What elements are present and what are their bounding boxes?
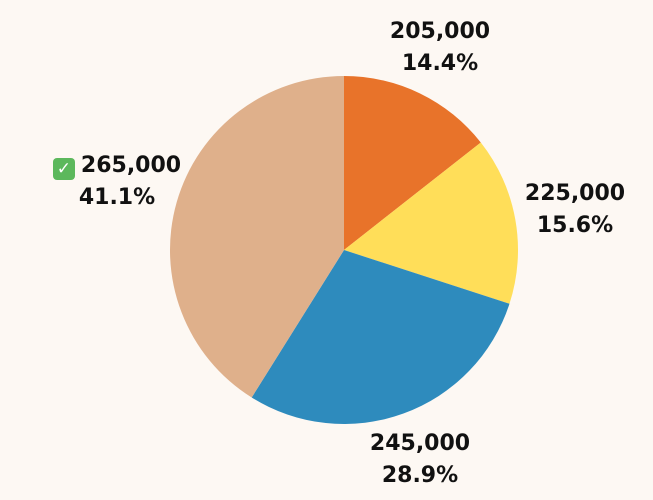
slice-label-245000: 245,000 28.9% — [340, 428, 500, 492]
pie-slice-265000 — [169, 76, 344, 398]
slice-value-label: 225,000 — [524, 181, 626, 206]
slice-percent-label: 41.1% — [78, 185, 156, 210]
slice-label-265000: ✓ 265,000 41.1% — [22, 150, 212, 214]
slice-label-205000: 205,000 14.4% — [360, 16, 520, 80]
slice-value-label: 265,000 — [80, 153, 182, 178]
slice-value-label: 205,000 — [389, 19, 491, 44]
slice-percent-label: 28.9% — [381, 463, 459, 488]
pie-slice-205000 — [344, 76, 481, 250]
pie-slice-245000 — [251, 250, 510, 425]
slice-label-225000: 225,000 15.6% — [495, 178, 653, 242]
pie-slice-225000 — [344, 142, 518, 304]
slice-percent-label: 14.4% — [401, 51, 479, 76]
check-mark-icon: ✓ — [52, 158, 75, 180]
slice-value-label: 245,000 — [369, 431, 471, 456]
slice-percent-label: 15.6% — [536, 213, 614, 238]
